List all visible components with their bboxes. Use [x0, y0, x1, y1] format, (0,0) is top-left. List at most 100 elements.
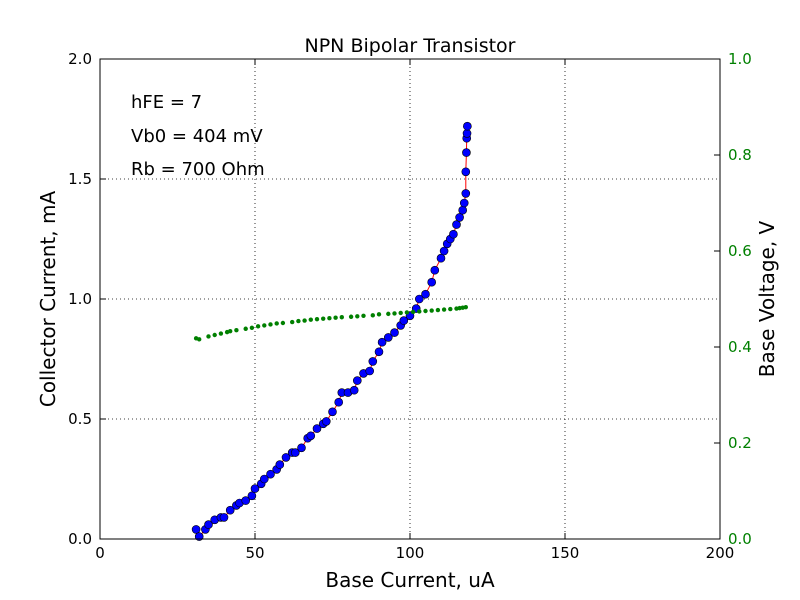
base-voltage-point	[296, 318, 301, 324]
x-axis-label: Base Current, uA	[325, 568, 495, 592]
y-tick-label: 1.5	[68, 170, 92, 188]
base-voltage-point	[348, 314, 354, 319]
base-voltage-point	[228, 328, 233, 334]
base-voltage-point	[302, 318, 307, 323]
base-voltage-point	[243, 326, 248, 331]
base-voltage-point	[339, 315, 344, 320]
collector-current-point	[250, 484, 260, 493]
collector-current-point	[399, 316, 409, 325]
collector-current-point	[306, 431, 316, 441]
base-voltage-point	[321, 316, 326, 321]
base-voltage-point	[404, 310, 410, 315]
collector-current-point	[247, 491, 257, 501]
base-voltage-point	[361, 313, 366, 318]
base-voltage-point	[376, 312, 382, 317]
collector-current-point	[219, 513, 229, 522]
collector-current-point	[312, 424, 322, 433]
chart-title: NPN Bipolar Transistor	[305, 35, 516, 57]
x-tick-label: 50	[245, 544, 264, 562]
base-voltage-point	[290, 319, 295, 325]
collector-current-point	[259, 474, 269, 484]
collector-current-point	[349, 385, 359, 395]
collector-current-point	[328, 407, 337, 417]
base-voltage-point	[234, 328, 239, 333]
base-voltage-point	[212, 332, 217, 338]
base-voltage-point	[435, 307, 441, 313]
base-voltage-point	[448, 306, 453, 312]
collector-current-series	[191, 121, 472, 541]
collector-current-point	[321, 417, 331, 426]
grid	[100, 59, 720, 539]
y2-tick-label: 1.0	[728, 50, 752, 68]
collector-current-point	[461, 167, 471, 177]
collector-current-point	[334, 397, 344, 407]
collector-current-point	[365, 366, 375, 376]
base-voltage-point	[370, 313, 375, 318]
x-tick-label: 150	[551, 544, 580, 562]
x-tick-label: 0	[95, 544, 105, 562]
y2-axis-label: Base Voltage, V	[755, 220, 779, 377]
annotation-vb0: Vb0 = 404 mV	[131, 126, 263, 147]
base-voltage-point	[255, 324, 261, 329]
collector-current-point	[390, 328, 399, 337]
collector-current-point	[225, 505, 235, 515]
y-tick-label: 0.5	[68, 410, 92, 428]
x-tick-label: 200	[706, 544, 735, 562]
y-tick-label: 1.0	[68, 290, 92, 308]
y-axis-label: Collector Current, mA	[36, 191, 60, 408]
y2-tick-label: 0.0	[728, 530, 752, 548]
base-voltage-series	[193, 304, 468, 342]
base-voltage-point	[314, 316, 320, 322]
collector-current-point	[290, 448, 300, 457]
y2-tick-label: 0.4	[728, 338, 752, 356]
collector-current-point	[458, 205, 468, 215]
collector-current-point	[191, 525, 201, 534]
base-voltage-point	[417, 309, 422, 314]
collector-current-point	[281, 453, 291, 462]
base-voltage-point	[274, 321, 279, 326]
collector-current-point	[461, 189, 471, 198]
base-voltage-point	[392, 311, 397, 316]
collector-current-point	[449, 229, 458, 239]
collector-current-point	[414, 294, 424, 304]
y-tick-label: 2.0	[68, 50, 92, 68]
collector-current-point	[436, 253, 446, 263]
collector-current-point	[427, 277, 437, 287]
base-voltage-point	[463, 304, 468, 310]
x-tick-label: 100	[396, 544, 425, 562]
base-voltage-point	[333, 315, 338, 320]
base-voltage-point	[327, 316, 332, 321]
annotation-hfe: hFE = 7	[131, 92, 202, 113]
collector-current-point	[462, 129, 472, 138]
collector-current-point	[430, 265, 440, 275]
base-voltage-point	[206, 334, 211, 339]
collector-current-point	[463, 121, 472, 131]
collector-current-point	[266, 469, 275, 479]
y2-tick-label: 0.6	[728, 242, 752, 260]
collector-current-point	[459, 198, 469, 208]
collector-current-point	[377, 337, 387, 347]
base-voltage-point	[423, 308, 428, 314]
collector-current-point	[383, 333, 393, 342]
collector-current-point	[275, 460, 285, 469]
base-voltage-point	[268, 322, 273, 327]
y2-tick-label: 0.8	[728, 146, 752, 164]
base-voltage-point	[249, 325, 255, 330]
collector-current-point	[374, 347, 384, 357]
base-voltage-point	[197, 337, 202, 342]
base-voltage-point	[441, 307, 447, 312]
axis-ticks: 0 50 100 150 2000.00.51.01.52.00.00.20.40.60…	[68, 50, 752, 562]
collector-current-point	[297, 443, 306, 453]
base-voltage-point	[410, 309, 416, 315]
collector-current-point	[368, 357, 378, 366]
base-voltage-point	[386, 311, 391, 317]
base-voltage-point	[280, 320, 286, 326]
y-tick-label: 0.0	[68, 530, 92, 548]
collector-current-point	[421, 289, 430, 299]
annotation-rb: Rb = 700 Ohm	[131, 159, 265, 180]
base-voltage-point	[262, 323, 267, 328]
base-voltage-point	[308, 317, 313, 322]
base-voltage-point	[355, 314, 360, 319]
collector-current-point	[352, 376, 362, 385]
